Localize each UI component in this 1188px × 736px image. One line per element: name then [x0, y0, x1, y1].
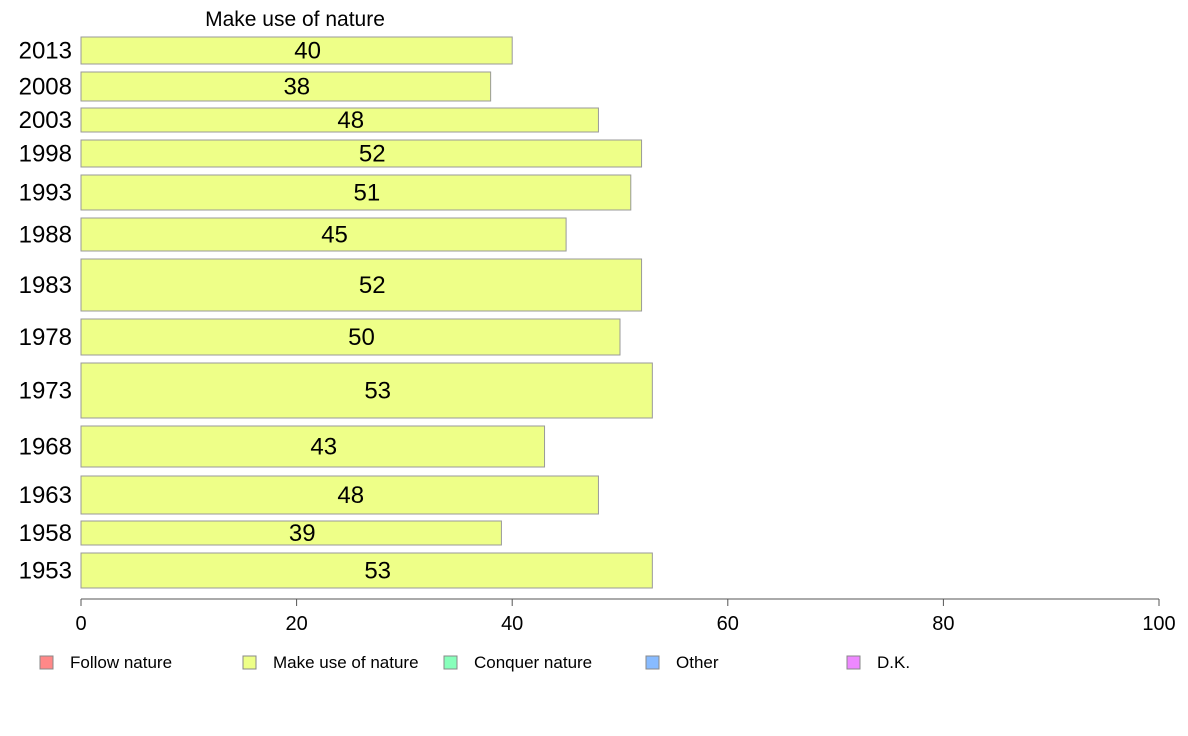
data-label-2008: 38 [283, 74, 310, 101]
data-label-1993: 51 [354, 180, 381, 207]
category-label-2003: 2003 [19, 107, 72, 134]
bar-1973 [80, 362, 653, 419]
category-label-1983: 1983 [19, 272, 72, 299]
bars-group: 2013 40 2008 38 2003 48 1998 52 1993 51 1988 45 1983… [19, 36, 653, 589]
category-label-1973: 1973 [19, 378, 72, 405]
x-tick-label-20: 20 [285, 613, 307, 635]
category-label-1988: 1988 [19, 222, 72, 249]
bar-1968 [80, 425, 546, 468]
x-tick-label-80: 80 [932, 613, 954, 635]
chart-title: Make use of nature [205, 8, 385, 31]
category-label-1968: 1968 [19, 434, 72, 461]
data-label-1988: 45 [321, 222, 348, 249]
data-label-1963: 48 [337, 482, 364, 509]
bar-1978 [80, 318, 621, 356]
legend-swatch-3 [443, 655, 458, 670]
category-label-1978: 1978 [19, 324, 72, 351]
bar-1993 [80, 174, 632, 211]
bar-1983 [80, 258, 643, 312]
legend-label-5: D.K. [877, 653, 910, 672]
category-label-1958: 1958 [19, 520, 72, 547]
data-label-1968: 43 [310, 434, 337, 461]
bar-1988 [80, 217, 567, 252]
legend-swatch-5 [846, 655, 861, 670]
x-tick-label-60: 60 [717, 613, 739, 635]
legend-swatch-2 [242, 655, 257, 670]
bar-2013 [80, 36, 513, 65]
data-label-2003: 48 [337, 107, 364, 134]
category-label-2008: 2008 [19, 74, 72, 101]
x-tick-label-100: 100 [1142, 613, 1175, 635]
bar-1953 [80, 552, 653, 589]
category-label-2013: 2013 [19, 38, 72, 65]
category-label-1993: 1993 [19, 180, 72, 207]
legend-label-1: Follow nature [70, 653, 172, 672]
legend-swatch-4 [645, 655, 660, 670]
bar-2003 [80, 107, 599, 133]
category-label-1963: 1963 [19, 482, 72, 509]
legend: Follow nature Make use of nature Conquer n… [39, 653, 910, 672]
category-label-1998: 1998 [19, 141, 72, 168]
data-label-1953: 53 [364, 558, 391, 585]
bar-2008 [80, 71, 492, 102]
legend-label-2: Make use of nature [273, 653, 419, 672]
category-label-1953: 1953 [19, 558, 72, 585]
data-label-2013: 40 [294, 38, 321, 65]
x-axis: 0 20 40 60 80 100 [75, 598, 1176, 635]
data-label-1983: 52 [359, 272, 386, 299]
legend-label-4: Other [676, 653, 719, 672]
bar-1963 [80, 475, 599, 515]
data-label-1998: 52 [359, 141, 386, 168]
bar-1958 [80, 520, 502, 546]
x-tick-label-40: 40 [501, 613, 523, 635]
data-label-1978: 50 [348, 324, 375, 351]
x-tick-label-0: 0 [75, 613, 86, 635]
data-label-1973: 53 [364, 378, 391, 405]
data-label-1958: 39 [289, 520, 316, 547]
legend-label-3: Conquer nature [474, 653, 592, 672]
bar-1998 [80, 139, 643, 168]
legend-swatch-1 [39, 655, 54, 670]
